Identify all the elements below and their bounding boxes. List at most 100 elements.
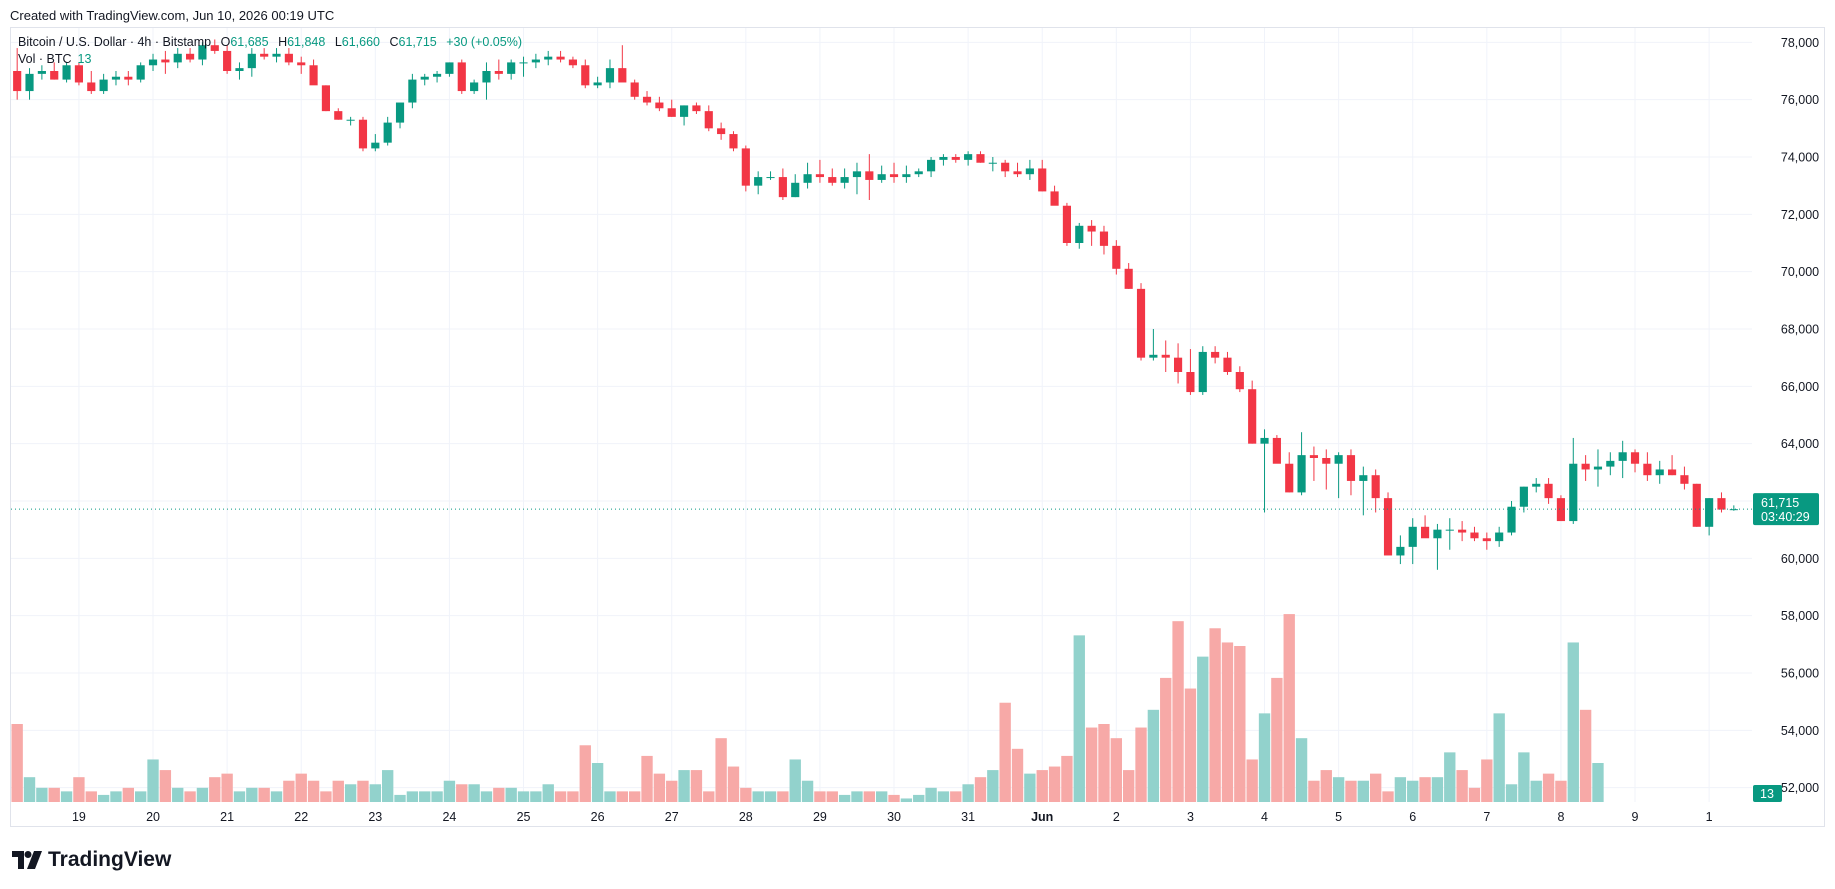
candle-body: [951, 157, 960, 160]
candle-body: [1297, 455, 1306, 493]
volume-bar: [1444, 752, 1456, 802]
candle: [815, 159, 825, 183]
candle-body: [1655, 469, 1664, 476]
volume-bar: [431, 791, 443, 802]
x-tick-label: 20: [146, 810, 160, 824]
candle-body: [642, 96, 652, 103]
candle-body: [1371, 475, 1380, 499]
brand-name: TradingView: [48, 848, 172, 871]
volume-bar: [406, 791, 419, 802]
candle: [161, 50, 170, 74]
volume-bar: [591, 763, 604, 802]
volume-bar: [394, 794, 406, 802]
candle-body: [470, 82, 479, 92]
candle-body: [556, 56, 565, 60]
volume-bar: [974, 777, 987, 802]
candle: [1050, 185, 1059, 206]
candle-body: [1124, 268, 1133, 289]
volume-bar: [789, 759, 801, 802]
candle: [642, 91, 652, 106]
candle-body: [309, 65, 318, 86]
candle: [1420, 515, 1430, 539]
candle: [964, 151, 973, 166]
candle-body: [87, 82, 96, 92]
candle: [926, 157, 936, 178]
volume-bar: [962, 784, 974, 802]
candle: [556, 50, 565, 63]
volume-bar: [1209, 628, 1221, 802]
candle-body: [358, 119, 368, 149]
candle: [1630, 449, 1640, 473]
x-tick-label: 4: [1261, 810, 1268, 824]
candle: [445, 62, 454, 77]
volume-bar: [184, 791, 196, 802]
candle: [1322, 449, 1331, 490]
grid-lines: [11, 28, 1752, 802]
candle: [544, 50, 553, 66]
x-tick-label: 21: [220, 810, 234, 824]
candle: [210, 39, 219, 54]
candle-body: [395, 102, 405, 123]
candle-body: [1717, 498, 1726, 510]
candle-body: [988, 162, 997, 164]
candle-body: [1556, 498, 1566, 522]
volume-bar: [332, 780, 344, 802]
candle: [297, 56, 306, 74]
candle: [383, 116, 392, 146]
candle: [877, 165, 886, 183]
candle: [581, 59, 590, 89]
volume-bar: [233, 791, 246, 802]
candle: [272, 48, 281, 63]
y-tick-label: 58,000: [1781, 609, 1819, 623]
volume-bar: [1123, 770, 1135, 802]
volume-bar: [764, 791, 777, 802]
x-tick-label: Jun: [1031, 810, 1053, 824]
volume-bar: [246, 787, 258, 802]
candle: [173, 48, 182, 69]
volume-bar: [1382, 791, 1394, 802]
volume-bar: [826, 791, 838, 802]
volume-bar: [135, 791, 147, 802]
candle: [371, 134, 380, 152]
candle-body: [852, 171, 862, 178]
candle: [1285, 452, 1294, 493]
candle: [1173, 343, 1183, 384]
candle: [889, 162, 899, 183]
volume-bar: [468, 784, 480, 802]
tradingview-logo[interactable]: TradingView: [12, 848, 171, 872]
volume-bar: [999, 702, 1011, 802]
y-tick-label: 76,000: [1781, 93, 1819, 107]
candle: [1482, 532, 1491, 550]
volume-bar: [530, 791, 542, 802]
volume-bar: [900, 798, 913, 802]
y-tick-label: 66,000: [1781, 380, 1819, 394]
candle-body: [803, 174, 812, 183]
volume-bar: [1036, 770, 1048, 802]
candle-body: [1334, 455, 1343, 464]
volume-bar: [1246, 759, 1258, 802]
candle: [1729, 505, 1738, 511]
candle: [408, 73, 417, 109]
candle: [284, 48, 293, 66]
volume-bar: [97, 794, 110, 802]
volume-bar: [283, 780, 295, 802]
candle-body: [50, 71, 59, 80]
x-tick-label: 24: [442, 810, 456, 824]
candle-body: [136, 65, 145, 80]
candle-body: [1618, 452, 1627, 461]
candle: [482, 62, 491, 100]
x-tick-label: 25: [517, 810, 531, 824]
candle-body: [1581, 463, 1590, 470]
y-tick-label: 72,000: [1781, 208, 1819, 222]
candle-body: [247, 53, 256, 69]
candle: [754, 171, 763, 195]
candle: [136, 62, 145, 83]
volume-bar: [1184, 688, 1197, 802]
candle-body: [519, 62, 528, 64]
candle-body: [1211, 351, 1220, 358]
x-tick-label: 26: [591, 810, 605, 824]
volume-bar: [703, 791, 715, 802]
candle-body: [1013, 171, 1022, 175]
volume-bar: [1295, 738, 1308, 802]
